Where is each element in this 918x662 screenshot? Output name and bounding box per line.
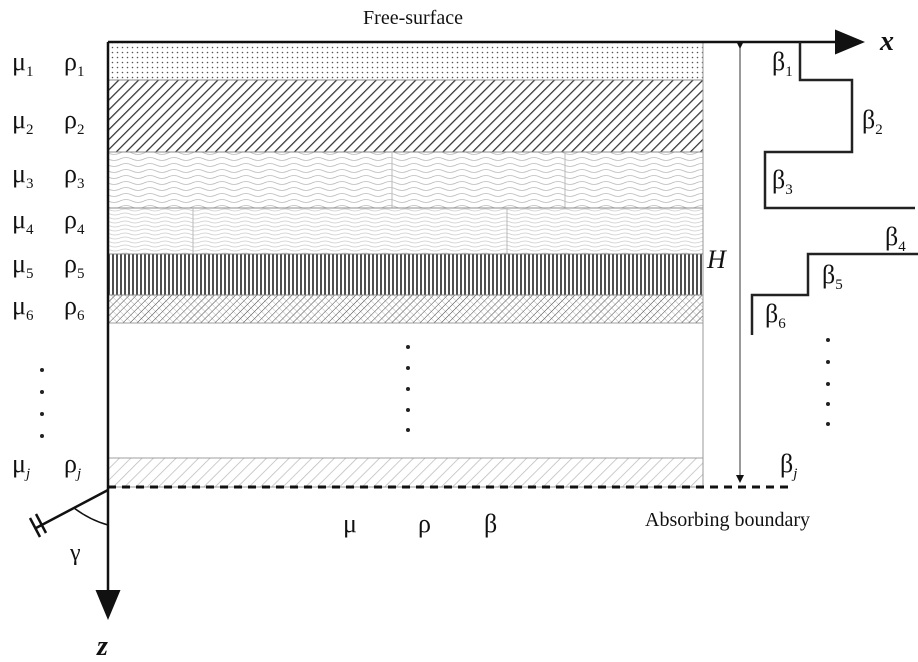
beta-label: β4: [885, 222, 906, 255]
mu-label-symbol: μ: [12, 47, 26, 76]
mu-label: μ1: [12, 47, 33, 80]
rho-label: ρj: [64, 449, 81, 482]
layer: [107, 151, 704, 209]
half-space-beta: β: [484, 509, 497, 538]
beta-label-symbol: β: [822, 260, 835, 289]
mu-label-symbol: μ: [12, 449, 26, 478]
mu-label-subscript: 2: [26, 122, 34, 138]
mu-label: μ6: [12, 291, 34, 324]
rho-label: ρ1: [64, 47, 84, 80]
rho-label: ρ2: [64, 105, 84, 138]
beta-label-subscript: 5: [835, 277, 843, 293]
beta-label-symbol: β: [780, 449, 793, 478]
layer: [107, 253, 704, 296]
layers: [107, 41, 704, 488]
rho-label-subscript: j: [75, 466, 81, 482]
rho-label-symbol: ρ: [64, 249, 77, 278]
mu-label-subscript: 6: [26, 308, 34, 324]
boundary-label: Absorbing boundary: [645, 509, 810, 531]
beta-label: β5: [822, 260, 843, 293]
mu-label-subscript: 1: [26, 64, 34, 80]
mu-label-subscript: 3: [26, 176, 34, 192]
mu-label-symbol: μ: [12, 291, 26, 320]
rho-label-symbol: ρ: [64, 47, 77, 76]
mu-label: μ5: [12, 249, 33, 282]
beta-label: βj: [780, 449, 797, 482]
ellipsis-dots: [40, 338, 830, 438]
beta-label-subscript: j: [791, 466, 797, 482]
mu-label: μ3: [12, 159, 33, 192]
rho-label-subscript: 5: [77, 266, 85, 282]
rho-label: ρ6: [64, 291, 85, 324]
half-space-rho: ρ: [418, 509, 431, 538]
mu-label-subscript: 4: [26, 222, 34, 238]
beta-label-subscript: 4: [898, 239, 906, 255]
rho-label-subscript: 4: [77, 222, 85, 238]
free-surface-label: Free-surface: [363, 7, 463, 29]
mu-label: μj: [12, 449, 30, 482]
beta-label-symbol: β: [765, 299, 778, 328]
layer: [107, 79, 704, 153]
mu-label: μ2: [12, 105, 33, 138]
beta-label-symbol: β: [885, 222, 898, 251]
half-space-mu: μ: [343, 509, 357, 538]
mu-label-symbol: μ: [12, 159, 26, 188]
layer: [107, 207, 704, 255]
rho-label-symbol: ρ: [64, 159, 77, 188]
mu-label-symbol: μ: [12, 105, 26, 134]
incidence-angle: [28, 488, 109, 538]
beta-label-subscript: 3: [785, 182, 793, 198]
rho-label: ρ5: [64, 249, 84, 282]
layer: [107, 294, 704, 324]
mu-label-symbol: μ: [12, 249, 26, 278]
layer: [107, 41, 704, 81]
beta-label-subscript: 6: [778, 316, 786, 332]
depth-label: H: [706, 245, 727, 274]
rho-label-subscript: 2: [77, 122, 85, 138]
beta-label-symbol: β: [772, 47, 785, 76]
beta-label: β6: [765, 299, 786, 332]
rho-label-subscript: 3: [77, 176, 85, 192]
rho-label: ρ4: [64, 205, 85, 238]
rho-label-symbol: ρ: [64, 205, 77, 234]
mu-label-symbol: μ: [12, 205, 26, 234]
rho-label-subscript: 6: [77, 308, 85, 324]
velocity-profile: [750, 42, 918, 335]
beta-label-symbol: β: [772, 165, 785, 194]
mu-label: μ4: [12, 205, 34, 238]
mu-label-subscript: j: [24, 466, 30, 482]
layer: [107, 457, 704, 488]
rho-label-symbol: ρ: [64, 291, 77, 320]
beta-label: β2: [862, 105, 883, 138]
x-label: x: [879, 26, 894, 57]
beta-label: β3: [772, 165, 793, 198]
rho-label: ρ3: [64, 159, 84, 192]
rho-label-subscript: 1: [77, 64, 85, 80]
rho-label-symbol: ρ: [64, 449, 77, 478]
beta-label-subscript: 2: [875, 122, 883, 138]
beta-label: β1: [772, 47, 793, 80]
mu-label-subscript: 5: [26, 266, 34, 282]
beta-label-subscript: 1: [785, 64, 793, 80]
angle-label: γ: [69, 540, 81, 566]
rho-label-symbol: ρ: [64, 105, 77, 134]
z-label: z: [96, 631, 108, 662]
beta-label-symbol: β: [862, 105, 875, 134]
